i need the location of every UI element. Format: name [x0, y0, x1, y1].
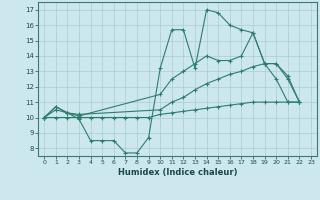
X-axis label: Humidex (Indice chaleur): Humidex (Indice chaleur)	[118, 168, 237, 177]
